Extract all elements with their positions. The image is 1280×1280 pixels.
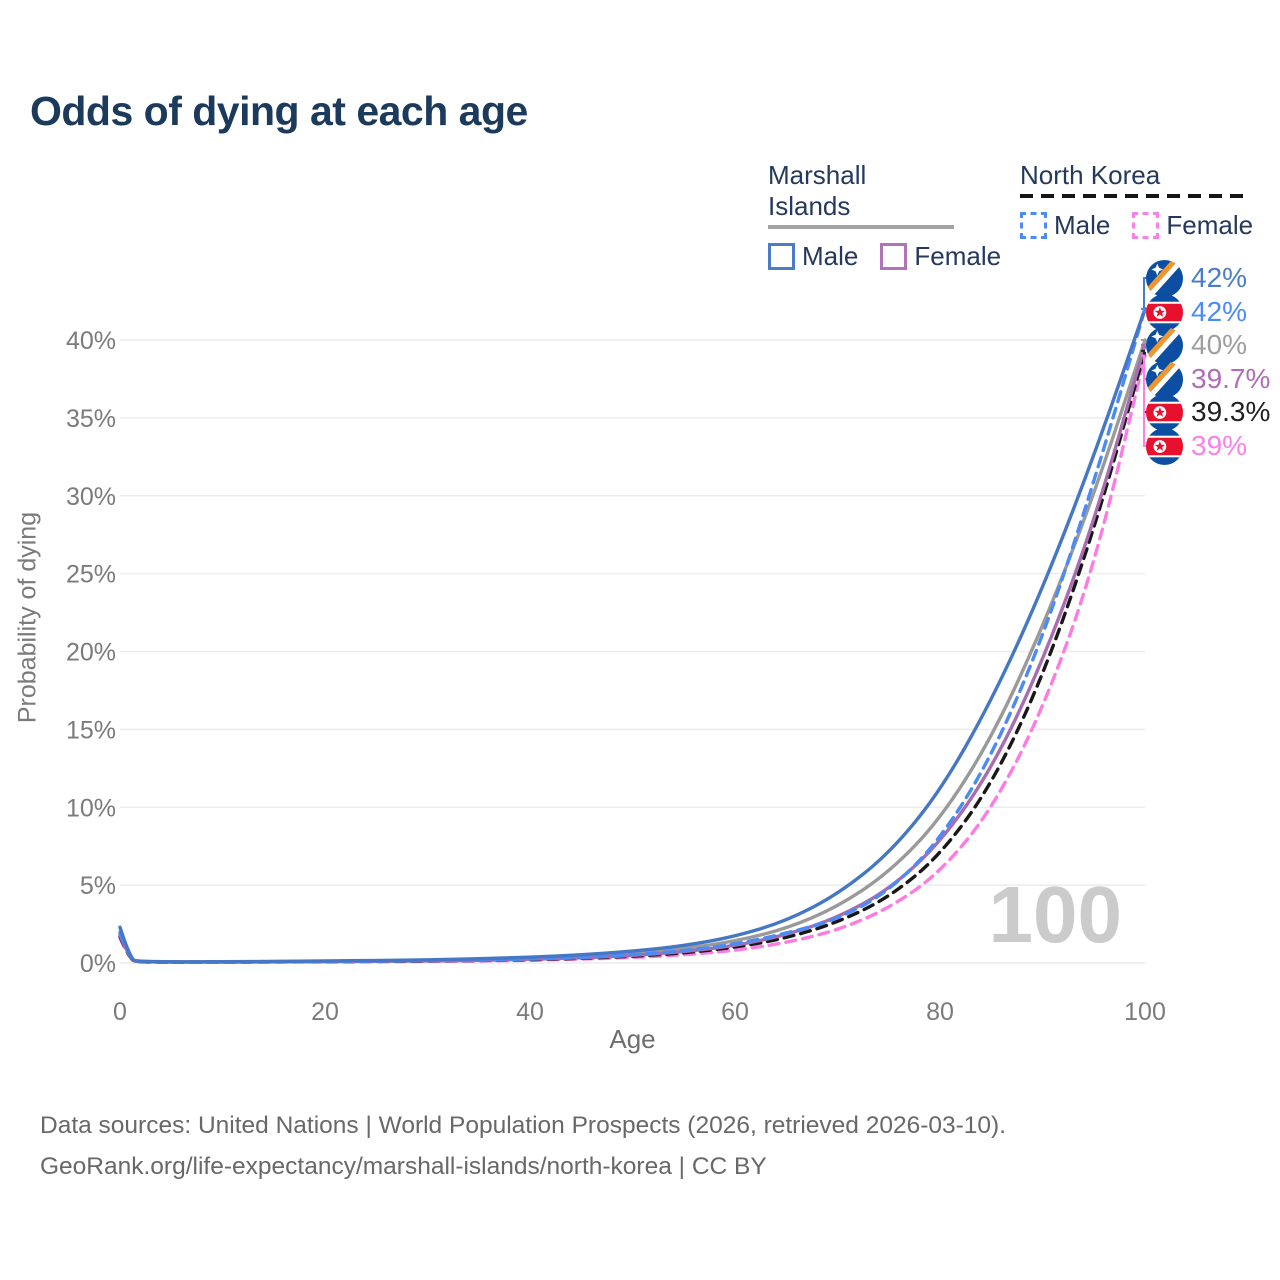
end-label-value: 39.3% bbox=[1191, 396, 1271, 427]
north-korea-flag-icon bbox=[1146, 394, 1183, 431]
footer: Data sources: United Nations | World Pop… bbox=[40, 1105, 1006, 1187]
x-axis-label: Age bbox=[609, 1024, 656, 1054]
end-label-nk-both: 39.3% bbox=[1146, 394, 1270, 430]
svg-text:25%: 25% bbox=[66, 561, 116, 589]
svg-text:20: 20 bbox=[311, 998, 339, 1026]
y-axis-label: Probability of dying bbox=[13, 511, 42, 724]
svg-text:0%: 0% bbox=[80, 950, 116, 978]
end-label-mh-female: 39.7% bbox=[1146, 361, 1270, 397]
svg-text:35%: 35% bbox=[66, 405, 116, 433]
svg-text:30%: 30% bbox=[66, 483, 116, 511]
legend-item-mh-female[interactable]: Female bbox=[880, 241, 1001, 272]
nk-male-swatch-icon bbox=[1020, 212, 1047, 239]
legend-heading-north-korea: North Korea bbox=[1020, 160, 1161, 190]
svg-text:60: 60 bbox=[721, 998, 749, 1026]
svg-text:100: 100 bbox=[989, 870, 1122, 959]
legend-item-mh-male[interactable]: Male bbox=[768, 241, 858, 272]
marshall-islands-flag-icon bbox=[1146, 327, 1183, 364]
end-label-value: 40% bbox=[1191, 329, 1248, 360]
legend-label: Male bbox=[1054, 210, 1111, 240]
svg-text:20%: 20% bbox=[66, 639, 116, 667]
legend-group-north-korea: North Korea Male Female bbox=[1020, 160, 1253, 241]
end-label-nk-male: 42% bbox=[1146, 294, 1247, 330]
legend-item-nk-male[interactable]: Male bbox=[1020, 210, 1110, 241]
end-label-value: 39% bbox=[1191, 430, 1248, 461]
end-label-value: 39.7% bbox=[1191, 363, 1271, 394]
end-label-mh-both: 40% bbox=[1146, 327, 1247, 363]
end-label-value: 42% bbox=[1191, 262, 1248, 293]
svg-text:5%: 5% bbox=[80, 872, 116, 900]
mh-male-swatch-icon bbox=[768, 243, 795, 270]
north-korea-flag-icon bbox=[1146, 428, 1183, 465]
svg-text:40: 40 bbox=[516, 998, 544, 1026]
legend-label: Female bbox=[914, 241, 1002, 271]
svg-text:40%: 40% bbox=[66, 327, 116, 355]
mh-female-swatch-icon bbox=[880, 243, 908, 270]
attribution-line: GeoRank.org/life-expectancy/marshall-isl… bbox=[40, 1153, 767, 1180]
svg-text:10%: 10% bbox=[66, 794, 116, 822]
legend-group-marshall-islands: Marshall Islands Male Female bbox=[768, 160, 1001, 272]
legend-label: Female bbox=[1166, 210, 1254, 240]
end-label-mh-male: 42% bbox=[1146, 260, 1247, 296]
legend-underline-dashed bbox=[1020, 194, 1245, 198]
end-label-value: 42% bbox=[1191, 296, 1248, 327]
svg-text:80: 80 bbox=[926, 998, 954, 1026]
legend-item-nk-female[interactable]: Female bbox=[1132, 210, 1253, 241]
north-korea-flag-icon bbox=[1146, 294, 1183, 331]
marshall-islands-flag-icon bbox=[1146, 260, 1183, 297]
legend-heading-marshall-islands: Marshall Islands bbox=[768, 160, 867, 221]
svg-text:100: 100 bbox=[1124, 998, 1166, 1026]
page-title: Odds of dying at each age bbox=[30, 88, 528, 134]
data-source-line: Data sources: United Nations | World Pop… bbox=[40, 1112, 1007, 1139]
svg-text:0: 0 bbox=[113, 998, 127, 1026]
legend-underline-solid bbox=[768, 225, 954, 229]
svg-text:15%: 15% bbox=[66, 716, 116, 744]
marshall-islands-flag-icon bbox=[1146, 361, 1183, 398]
end-label-nk-female: 39% bbox=[1146, 428, 1247, 464]
nk-female-swatch-icon bbox=[1132, 212, 1160, 239]
legend-label: Male bbox=[802, 241, 859, 271]
